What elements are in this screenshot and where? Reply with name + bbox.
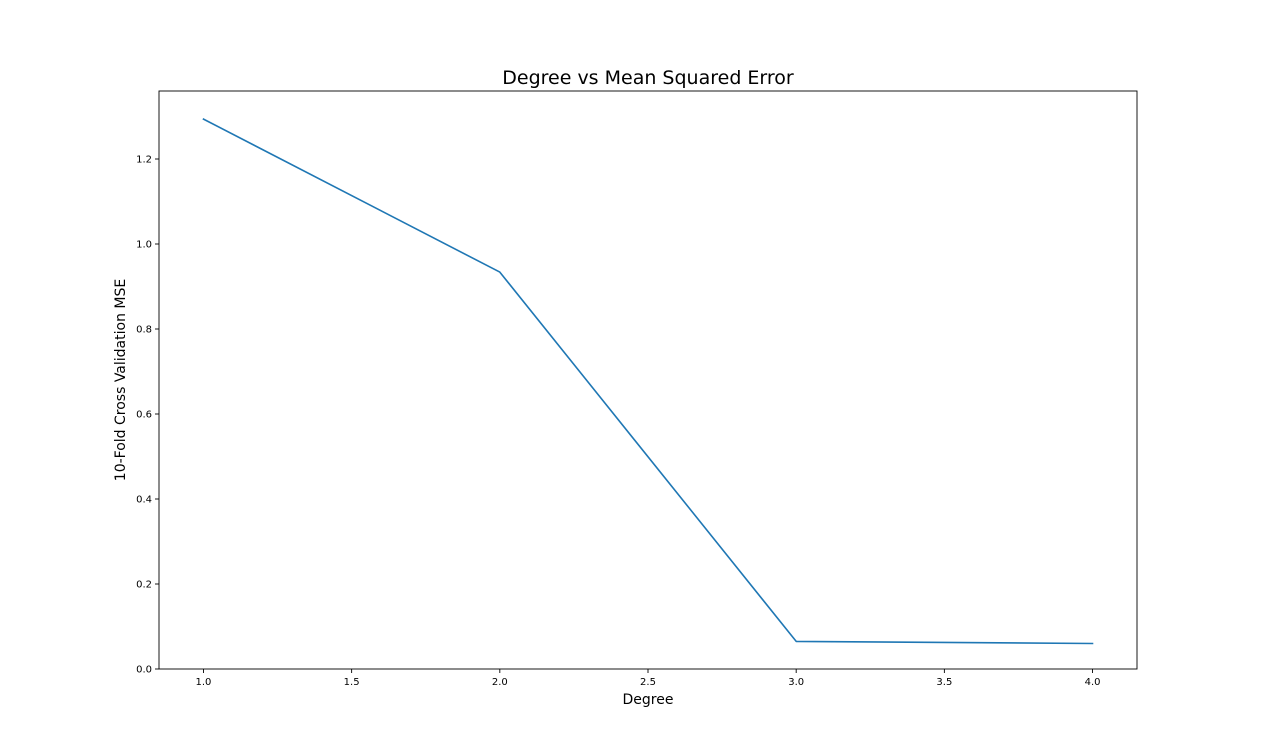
series-line-0 <box>202 118 1094 645</box>
x-tick-label: 2.0 <box>492 677 508 688</box>
y-tick-label: 0.0 <box>136 665 152 676</box>
plot-frame <box>158 90 1138 670</box>
plot-area: 1.0 1.5 2.0 2.5 3.0 3.5 4.0 0.0 0.2 0.4 0.6 0.8 1.0 1… <box>136 90 1138 688</box>
y-tick-label: 1.0 <box>136 240 152 251</box>
y-tick-label: 0.4 <box>136 495 152 506</box>
x-axis-title: Degree <box>623 692 674 708</box>
y-tick-label: 1.2 <box>136 155 152 166</box>
y-axis-title: 10-Fold Cross Validation MSE <box>113 279 129 481</box>
chart-title: Degree vs Mean Squared Error <box>502 67 794 89</box>
y-tick-label: 0.8 <box>136 325 152 336</box>
y-tick-label: 0.6 <box>136 410 152 421</box>
x-tick-label: 2.5 <box>640 677 656 688</box>
x-tick-label: 1.5 <box>344 677 360 688</box>
y-tick-label: 0.2 <box>136 580 152 591</box>
x-tick-label: 1.0 <box>196 677 212 688</box>
x-tick-label: 4.0 <box>1085 677 1101 688</box>
x-tick-label: 3.0 <box>788 677 804 688</box>
x-tick-label: 3.5 <box>936 677 952 688</box>
